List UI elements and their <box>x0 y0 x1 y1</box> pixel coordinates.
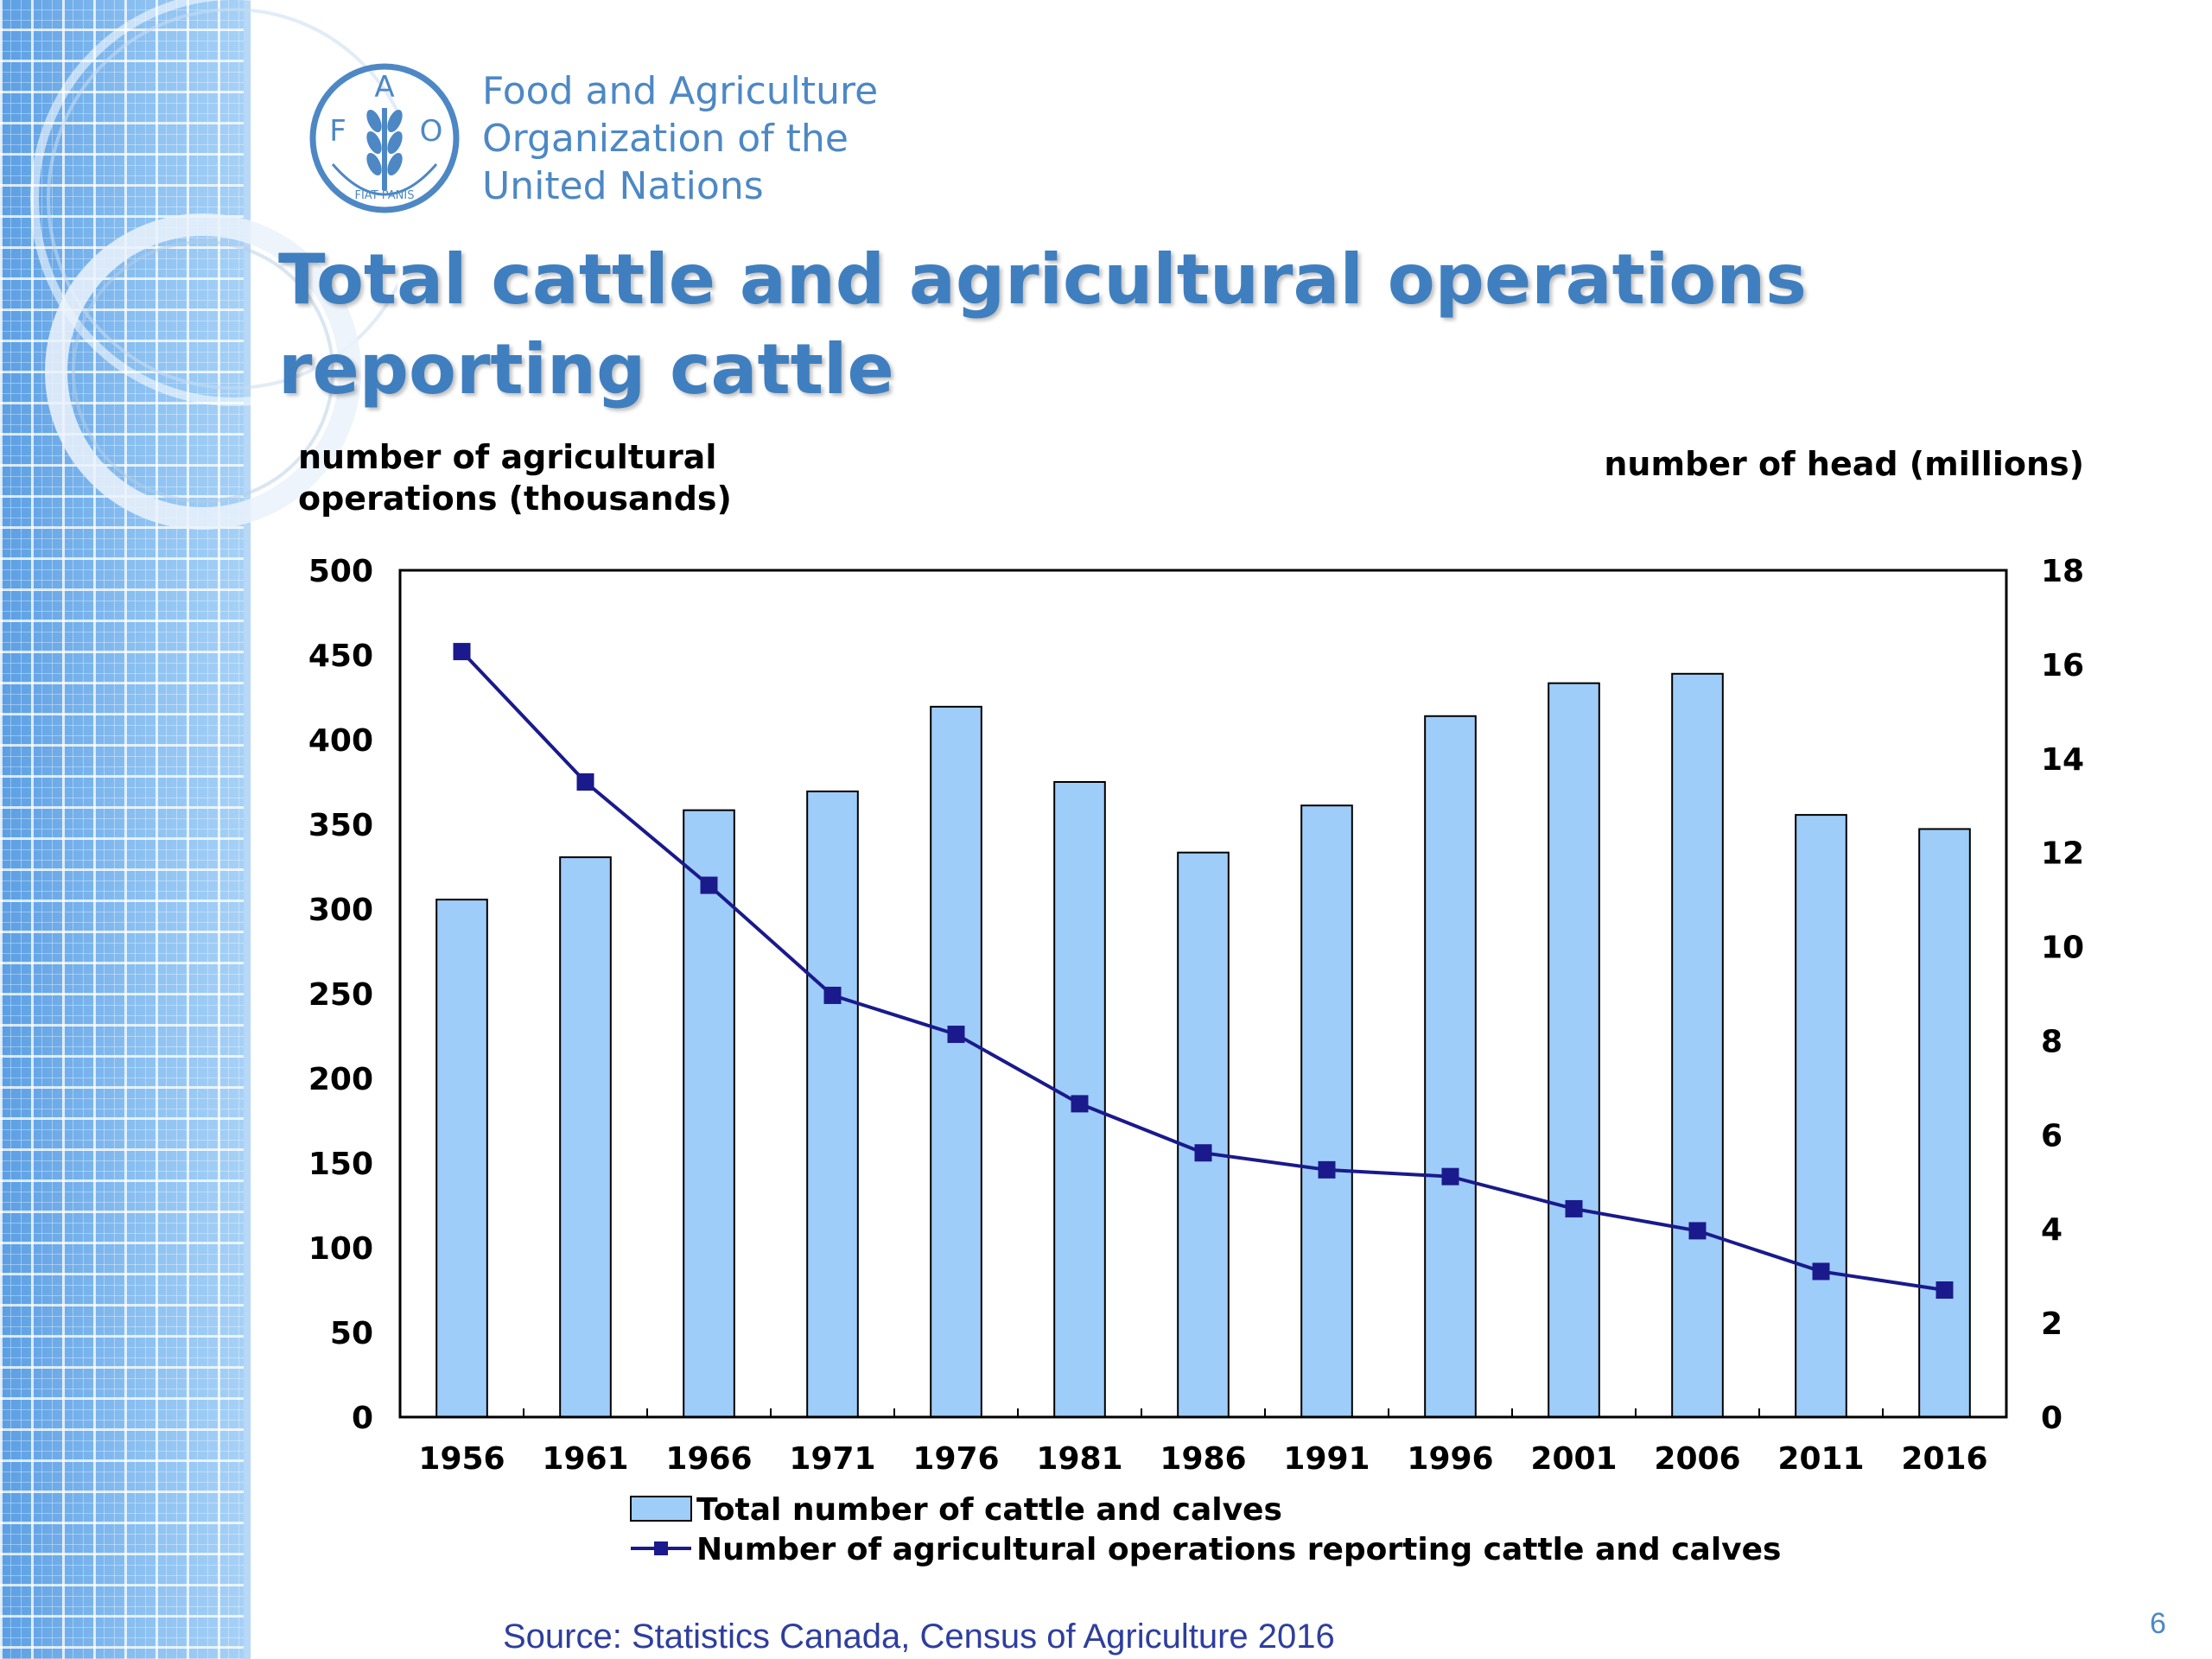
legend-bar-label: Total number of cattle and calves <box>696 1492 1282 1528</box>
bar-1991 <box>1300 804 1353 1418</box>
legend-bar-swatch <box>630 1496 692 1522</box>
left-tick-label: 300 <box>308 893 373 928</box>
line-point-1986 <box>1194 1144 1212 1162</box>
bar-2011 <box>1795 814 1847 1418</box>
bar-1986 <box>1177 851 1230 1418</box>
line-point-1976 <box>947 1026 965 1044</box>
bar-2016 <box>1918 828 1971 1418</box>
x-tick-label: 1996 <box>1407 1441 1493 1477</box>
logo-motto: FIAT PANIS <box>355 189 415 202</box>
bar-2006 <box>1671 672 1724 1418</box>
org-name-line-1: Food and Agriculture <box>482 69 879 113</box>
x-tick-label: 1971 <box>789 1441 875 1477</box>
legend-line-marker <box>654 1541 668 1555</box>
line-point-1991 <box>1318 1160 1336 1179</box>
logo-letter-o: O <box>420 114 443 149</box>
x-tick-label: 1981 <box>1036 1441 1122 1477</box>
bar-1976 <box>930 705 982 1418</box>
right-axis-ticks: 0 2 4 6 8 10 12 14 16 18 <box>2041 554 2084 1436</box>
left-axis-ticks: 0 50 100 150 200 250 300 350 400 450 500 <box>308 554 373 1436</box>
fao-logo: F A O FIAT PANIS <box>309 63 460 213</box>
left-axis-title-line-1: number of agricultural <box>298 438 716 476</box>
right-tick-label: 2 <box>2041 1306 2063 1342</box>
plot-frame <box>398 569 2008 1419</box>
legend-line-label: Number of agricultural operations report… <box>696 1532 1781 1567</box>
line-point-1961 <box>576 773 594 791</box>
line-point-1981 <box>1071 1095 1089 1113</box>
slide-title: Total cattle and agricultural operations… <box>278 239 1807 410</box>
organization-name: Food and Agriculture Organization of the… <box>482 67 878 210</box>
right-axis-title: number of head (millions) <box>1604 445 2084 483</box>
left-tick-label: 350 <box>308 808 373 843</box>
wheat-ear-icon <box>366 108 403 190</box>
right-tick-label: 12 <box>2041 836 2084 872</box>
x-tick-label: 1986 <box>1160 1441 1246 1477</box>
x-tick-label: 1956 <box>418 1441 505 1477</box>
left-strip-edge <box>244 0 251 1659</box>
right-tick-label: 16 <box>2041 648 2084 683</box>
right-tick-label: 6 <box>2041 1118 2063 1154</box>
left-tick-label: 400 <box>308 723 373 759</box>
line-point-1966 <box>700 876 718 894</box>
org-name-line-3: United Nations <box>482 164 764 208</box>
line-point-2016 <box>1936 1281 1954 1299</box>
x-axis-ticks: 1956 1961 1966 1971 1976 1981 1986 1991 1996 2001… <box>418 1441 1987 1477</box>
left-axis-title-line-2: operations (thousands) <box>298 480 732 518</box>
right-tick-label: 8 <box>2041 1024 2063 1059</box>
left-tick-label: 150 <box>308 1147 373 1182</box>
x-tick-label: 2011 <box>1777 1441 1864 1477</box>
line-point-1956 <box>453 643 471 661</box>
bar-1956 <box>435 899 488 1418</box>
bar-1961 <box>559 856 612 1418</box>
x-tick-label: 1991 <box>1283 1441 1370 1477</box>
x-tick-label: 2001 <box>1530 1441 1617 1477</box>
source-note: Source: Statistics Canada, Census of Agr… <box>503 1618 1335 1656</box>
plot-frame-layer <box>398 569 2008 1419</box>
left-tick-label: 450 <box>308 639 373 674</box>
bar-2001 <box>1548 682 1600 1418</box>
chart-legend: Total number of cattle and calves Number… <box>630 1492 1781 1567</box>
bar-1971 <box>806 790 859 1418</box>
x-tick-label: 2006 <box>1654 1441 1740 1477</box>
x-tick-label: 1976 <box>912 1441 999 1477</box>
left-tick-label: 50 <box>330 1316 373 1351</box>
right-tick-label: 0 <box>2041 1401 2063 1436</box>
right-tick-label: 10 <box>2041 931 2084 966</box>
left-tick-label: 100 <box>308 1231 373 1267</box>
line-point-2006 <box>1688 1222 1707 1240</box>
left-tick-label: 200 <box>308 1062 373 1097</box>
bar-1996 <box>1424 715 1477 1418</box>
line-point-1971 <box>823 986 842 1004</box>
line-layer <box>453 643 1954 1299</box>
right-tick-label: 14 <box>2041 742 2084 778</box>
org-name-line-2: Organization of the <box>482 117 849 161</box>
left-tick-label: 0 <box>352 1401 373 1436</box>
x-tick-label: 1961 <box>542 1441 628 1477</box>
line-point-2001 <box>1565 1199 1583 1217</box>
bars-layer <box>435 672 1971 1418</box>
logo-letter-f: F <box>329 114 346 149</box>
line-point-2011 <box>1812 1262 1830 1281</box>
page-number: 6 <box>2150 1607 2166 1640</box>
x-tick-label: 1966 <box>665 1441 752 1477</box>
axis-titles: number of agricultural operations (thous… <box>298 438 2084 518</box>
left-tick-label: 500 <box>308 554 373 589</box>
right-tick-label: 4 <box>2041 1212 2063 1248</box>
line-point-1996 <box>1441 1167 1459 1185</box>
left-tick-label: 250 <box>308 977 373 1013</box>
right-tick-label: 18 <box>2041 554 2084 589</box>
logo-letter-a: A <box>374 70 394 105</box>
x-tick-label: 2016 <box>1901 1441 1987 1477</box>
